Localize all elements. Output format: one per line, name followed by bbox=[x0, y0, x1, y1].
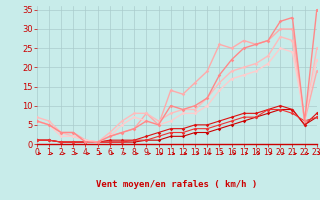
Text: Vent moyen/en rafales ( km/h ): Vent moyen/en rafales ( km/h ) bbox=[96, 180, 257, 189]
